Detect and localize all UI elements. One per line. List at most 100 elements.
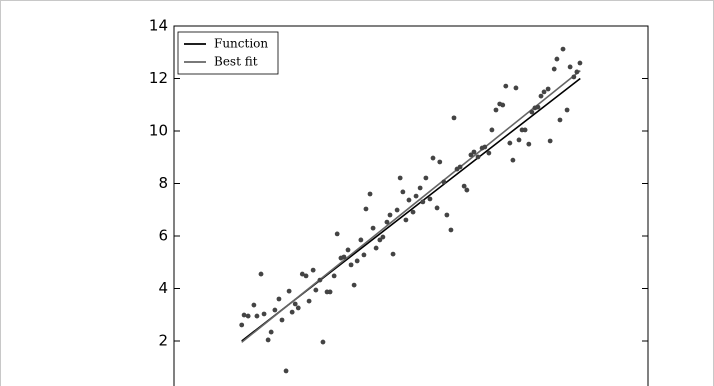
scatter-point [239,322,245,328]
scatter-point [471,149,477,155]
scatter-point [475,154,481,160]
scatter-point [503,83,509,89]
scatter-point [493,107,499,113]
scatter-point [327,289,333,295]
legend-label: Best fit [214,55,258,69]
scatter-point [444,212,450,218]
scatter-point [299,271,305,277]
scatter-point [547,138,553,144]
scatter-point [406,197,412,203]
series-line [241,70,581,343]
scatter-point [507,140,513,146]
scatter-point [268,329,274,335]
scatter-point [348,262,354,268]
axes-box [173,25,649,386]
scatter-point [241,312,247,318]
scatter-point [400,189,406,195]
scatter-point [341,254,347,260]
scatter-point [345,247,351,253]
scatter-point [390,251,396,257]
scatter-point [303,273,309,279]
scatter-point [513,85,519,91]
legend-box [177,31,279,75]
scatter-point [351,282,357,288]
scatter-point [251,302,257,308]
scatter-point [387,212,393,218]
legend: Function Best fit [177,31,279,75]
scatter-point [554,56,560,62]
y-tick-label: 12 [149,69,168,87]
scatter-point [571,74,577,80]
scatter-point [461,183,467,189]
plot-area: 2 4 6 8 10 12 14 Function Best fit [149,17,649,386]
scatter-point [265,337,271,343]
y-tick-label: 6 [158,227,168,245]
scatter-point [306,298,312,304]
scatter-point [289,309,295,315]
scatter-point [403,217,409,223]
scatter-point [434,205,440,211]
scatter-point [276,296,282,302]
scatter-point [370,225,376,231]
y-tick-label: 4 [158,279,168,297]
scatter-point [560,46,566,52]
scatter-point [551,66,557,72]
scatter-point [451,115,457,121]
y-tick-label: 10 [149,122,168,140]
scatter-point [489,127,495,133]
scatter-point [577,60,583,66]
legend-label: Function [214,37,268,51]
scatter-point [295,305,301,311]
y-tick-label: 8 [158,174,168,192]
scatter-point [358,237,364,243]
scatter-point [500,102,506,108]
scatter-point [258,271,264,277]
scatter-point [541,89,547,95]
scatter-point [354,258,360,264]
scatter-point [320,339,326,345]
scatter-point [272,307,278,313]
scatter-point [538,93,544,99]
scatter-point [367,191,373,197]
scatter-point [283,368,289,374]
scatter-point [564,107,570,113]
scatter-point [313,287,319,293]
scatter-point [437,159,443,165]
scatter-point [529,109,535,115]
scatter-point [292,301,298,307]
scatter-point [423,175,429,181]
scatter-point [410,209,416,215]
scatter-point [430,155,436,161]
scatter-point [363,206,369,212]
y-tick-label: 14 [149,17,168,35]
scatter-point [310,267,316,273]
scatter-point [420,199,426,205]
scatter-point [510,157,516,163]
scatter-point [557,117,563,123]
scatter-point [457,164,463,170]
scatter-point [261,311,267,317]
scatter-point [574,69,580,75]
scatter-point [394,207,400,213]
scatter-point [522,127,528,133]
scatter-point [516,137,522,143]
scatter-point [535,104,541,110]
y-tick-label: 2 [158,332,168,350]
scatter-point [448,227,454,233]
scatter-point [317,277,323,283]
scatter-point [526,141,532,147]
scatter-point [482,144,488,150]
scatter-point [286,288,292,294]
scatter-point [254,313,260,319]
scatter-point [464,187,470,193]
scatter-point [334,231,340,237]
scatter-point [245,313,251,319]
scatter-point [384,219,390,225]
scatter-point [279,317,285,323]
scatter-point [427,196,433,202]
scatter-point [545,86,551,92]
scatter-point [361,252,367,258]
